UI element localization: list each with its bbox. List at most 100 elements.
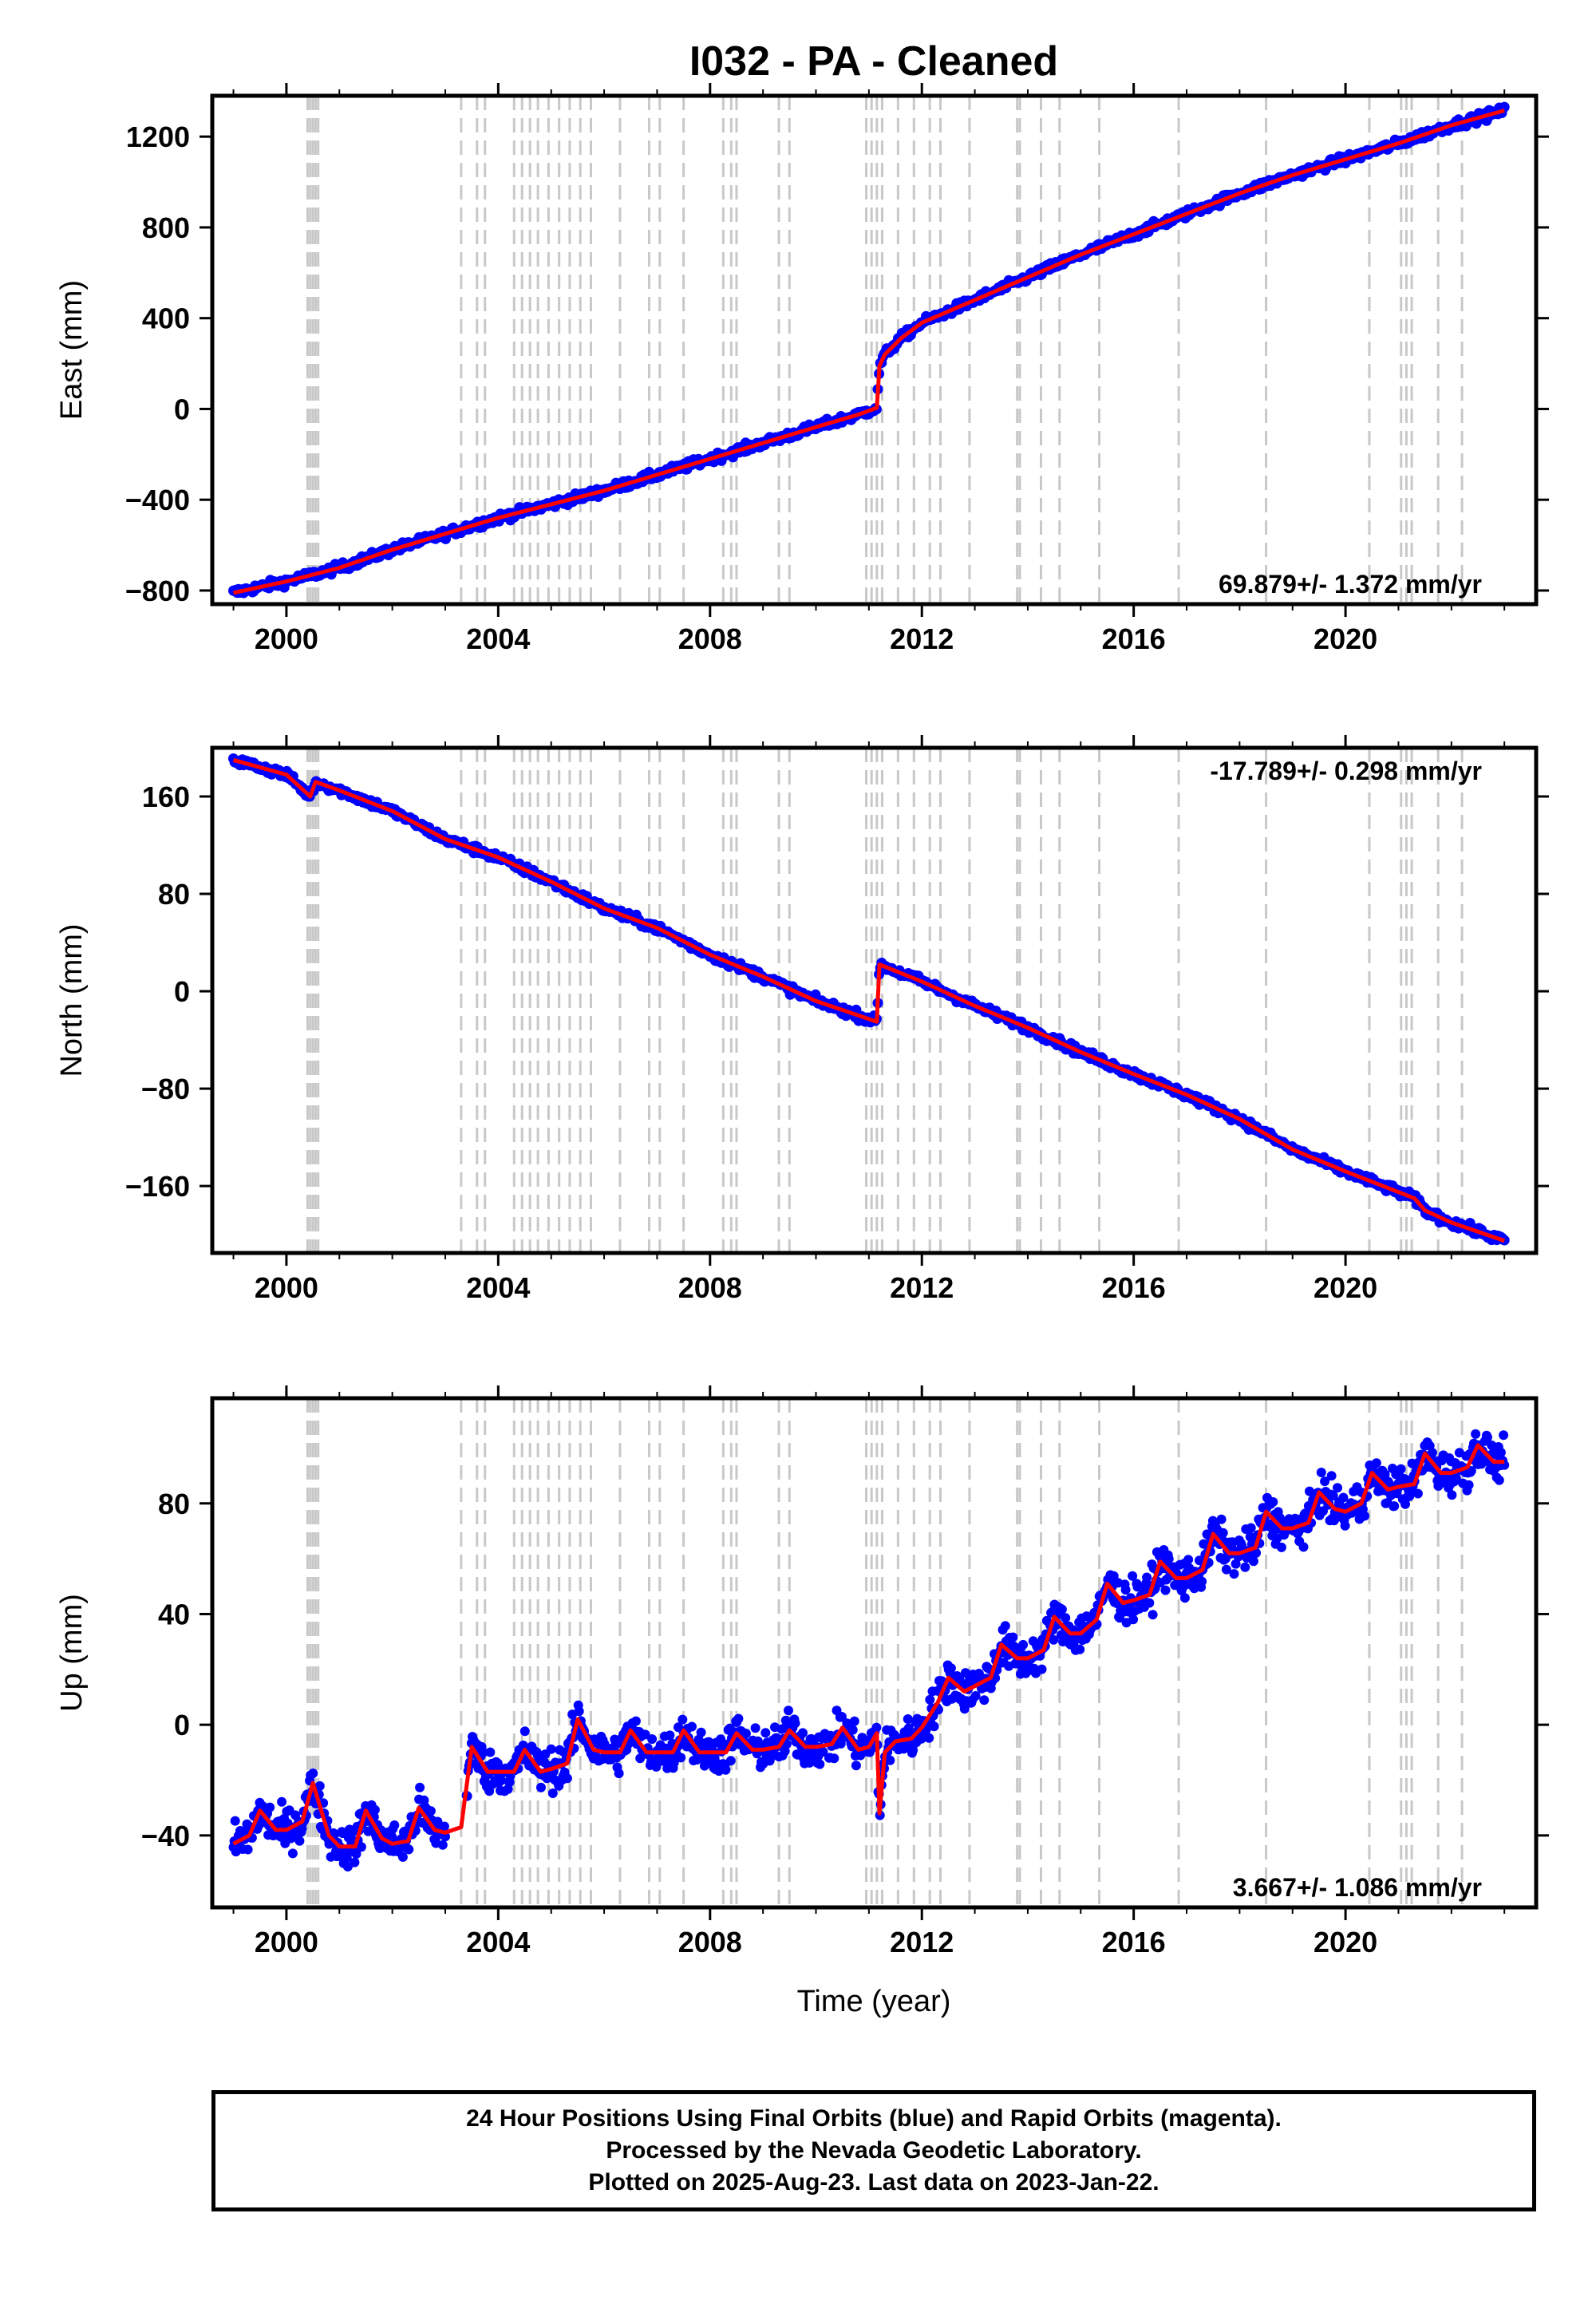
observation-point xyxy=(1008,1632,1018,1642)
observation-point xyxy=(1396,1464,1406,1474)
observation-point xyxy=(818,1747,828,1757)
observation-point xyxy=(903,1714,913,1724)
observation-point xyxy=(741,1729,751,1739)
x-tick-label: 2016 xyxy=(1102,1271,1166,1304)
observation-point xyxy=(1482,1433,1492,1442)
observation-point xyxy=(760,1728,771,1738)
info-line-2: Processed by the Nevada Geodetic Laborat… xyxy=(606,2137,1142,2164)
observation-point xyxy=(1142,1572,1152,1583)
observation-point xyxy=(1464,1480,1474,1490)
observation-point xyxy=(1218,1528,1228,1538)
y-tick-label: 160 xyxy=(142,781,190,813)
y-tick-label: −400 xyxy=(125,484,190,516)
observation-point xyxy=(1061,1613,1071,1623)
x-tick-label: 2000 xyxy=(255,622,318,655)
observation-point xyxy=(356,1842,366,1852)
observation-point xyxy=(1128,1571,1138,1581)
observation-point xyxy=(959,1704,970,1714)
observation-point xyxy=(798,1728,808,1738)
observation-point xyxy=(1326,1471,1337,1481)
observation-point xyxy=(1251,1547,1262,1558)
observation-point xyxy=(1380,1469,1390,1480)
info-box: 24 Hour Positions Using Final Orbits (bl… xyxy=(211,2090,1536,2211)
observation-point xyxy=(704,1737,714,1747)
chart-title: I032 - PA - Cleaned xyxy=(689,38,1058,85)
observation-point xyxy=(1144,1598,1155,1608)
observation-point xyxy=(1179,1593,1190,1603)
observation-point xyxy=(1340,1520,1350,1531)
observation-point xyxy=(1451,1472,1461,1483)
observation-point xyxy=(669,1757,679,1768)
observation-point xyxy=(614,1769,624,1779)
x-tick-label: 2012 xyxy=(890,1926,954,1958)
east-panel: 2000 2004 2008 2012 2016 2020 −800 −400 0 400 800 1… xyxy=(55,83,1549,655)
observation-point xyxy=(784,1705,793,1716)
y-tick-label: −80 xyxy=(141,1073,190,1105)
x-tick-label: 2012 xyxy=(890,1271,954,1304)
observation-point xyxy=(1320,1476,1330,1487)
observation-point xyxy=(1216,1514,1227,1524)
observation-point xyxy=(946,1663,956,1674)
rate-label: 3.667+/- 1.086 mm/yr xyxy=(1233,1873,1482,1902)
observation-point xyxy=(1163,1554,1174,1564)
observation-point xyxy=(562,1773,572,1784)
observation-point xyxy=(1360,1511,1369,1521)
y-tick-label: 0 xyxy=(174,393,190,425)
observation-point xyxy=(1221,1564,1231,1575)
up-panel: 2000 2004 2008 2012 2016 2020 −40 0 40 80 Up (mm) 3… xyxy=(55,1385,1549,1958)
observation-point xyxy=(815,1759,825,1769)
observation-point xyxy=(314,1780,325,1791)
x-tick-label: 2008 xyxy=(678,1271,742,1304)
observation-point xyxy=(1427,1448,1437,1458)
y-tick-label: −160 xyxy=(125,1170,190,1203)
observation-point xyxy=(871,1722,882,1733)
info-line-3: Plotted on 2025-Aug-23. Last data on 202… xyxy=(588,2169,1159,2195)
observation-point xyxy=(294,1836,305,1846)
observation-point xyxy=(696,1727,706,1737)
y-tick-label: −40 xyxy=(141,1820,190,1852)
observation-point xyxy=(651,1761,662,1772)
observation-point xyxy=(1447,1490,1457,1500)
observation-point xyxy=(437,1840,448,1850)
observation-point xyxy=(546,1744,556,1754)
observation-point xyxy=(1183,1555,1194,1565)
plot-frame xyxy=(210,93,1539,607)
observation-point xyxy=(924,1733,934,1743)
observation-point xyxy=(1499,1430,1509,1441)
y-tick-label: 0 xyxy=(174,975,190,1008)
observation-point xyxy=(230,1816,240,1826)
north-panel: 2000 2004 2008 2012 2016 2020 −160 −80 0 80 160 Nor… xyxy=(55,735,1549,1304)
observation-point xyxy=(925,1694,935,1705)
y-tick-label: 1200 xyxy=(126,121,190,153)
observation-point xyxy=(265,1802,275,1812)
model-line xyxy=(232,1443,1505,1849)
observation-point xyxy=(851,1761,861,1771)
observation-point xyxy=(676,1753,686,1763)
x-tick-label: 2004 xyxy=(466,1926,530,1958)
observation-point xyxy=(1057,1604,1067,1614)
y-tick-label: 80 xyxy=(158,1488,190,1520)
observation-point xyxy=(1494,1475,1504,1485)
info-line-1: 24 Hour Positions Using Final Orbits (bl… xyxy=(466,2105,1282,2132)
observation-point xyxy=(342,1862,353,1871)
x-tick-label: 2000 xyxy=(255,1271,318,1304)
y-axis-label: East (mm) xyxy=(55,280,89,420)
observation-point xyxy=(929,1721,939,1732)
observation-point xyxy=(496,1775,507,1785)
observation-point xyxy=(1248,1556,1258,1567)
observation-point xyxy=(369,1804,380,1815)
observation-point xyxy=(665,1730,675,1741)
x-tick-label: 2012 xyxy=(890,622,954,655)
observation-point xyxy=(970,1691,981,1701)
observation-point xyxy=(1229,1569,1239,1579)
y-axis-label: Up (mm) xyxy=(55,1594,89,1712)
observation-point xyxy=(1049,1634,1059,1645)
x-tick-label: 2000 xyxy=(255,1926,318,1958)
observation-point xyxy=(1037,1664,1047,1674)
y-tick-label: 400 xyxy=(142,302,190,335)
observation-point xyxy=(847,1725,858,1735)
observation-point xyxy=(733,1713,744,1724)
observation-point xyxy=(397,1852,408,1862)
observation-point xyxy=(836,1712,847,1721)
